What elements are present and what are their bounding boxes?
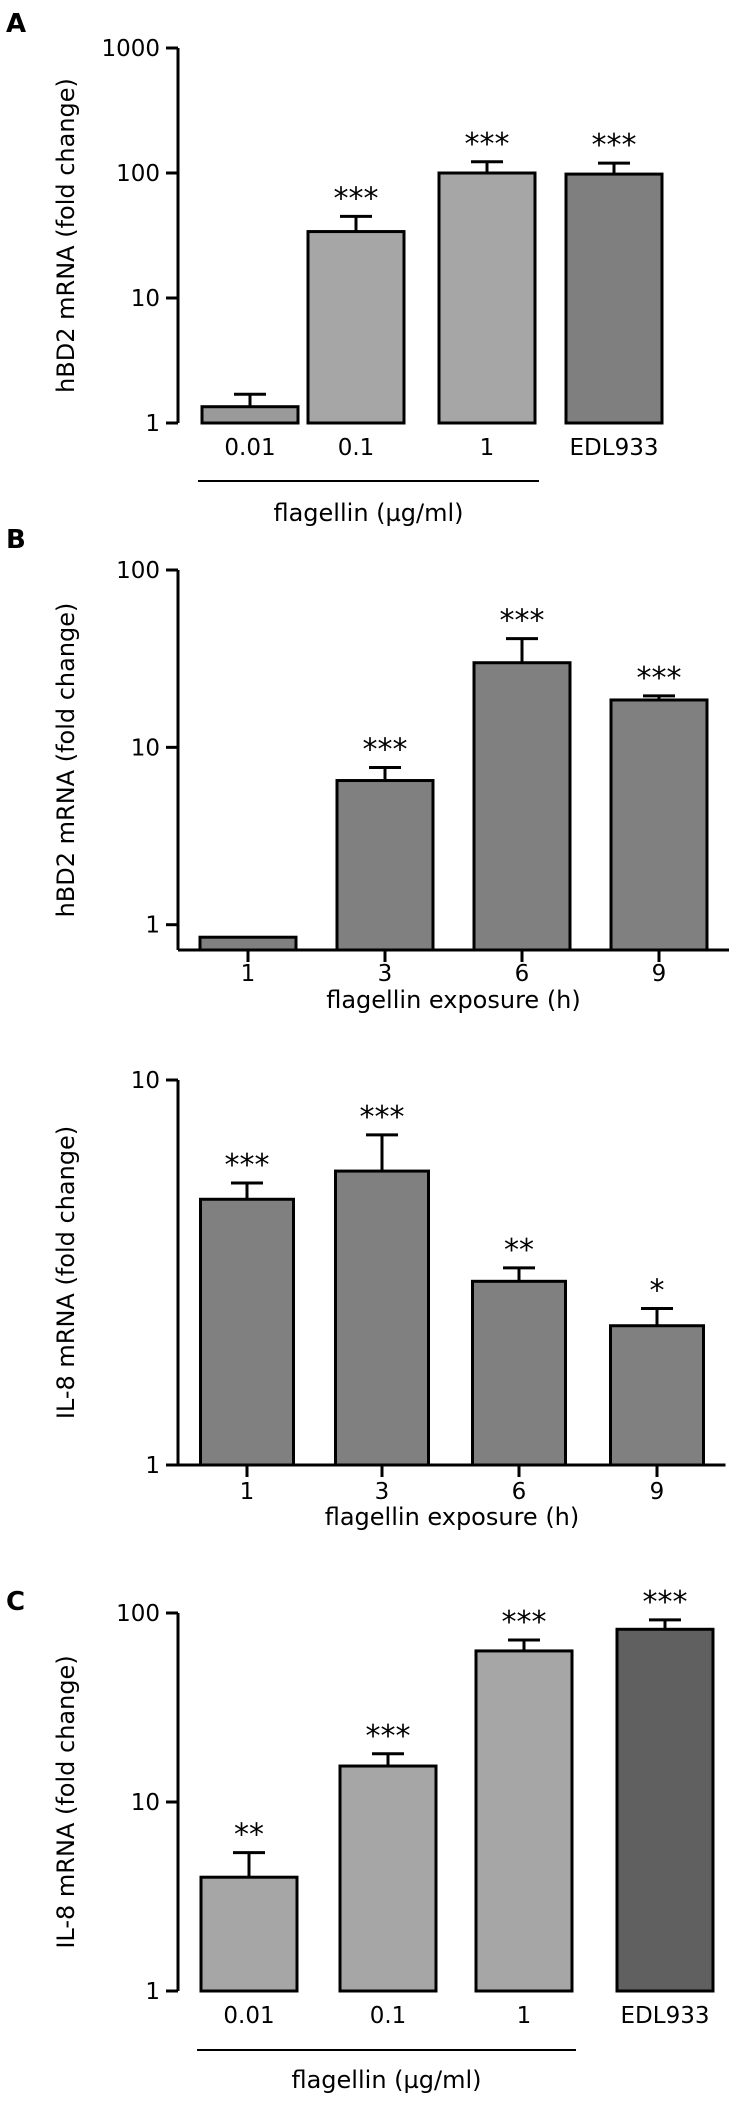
bar-a-1 — [306, 230, 406, 425]
bar-b-top-1 — [335, 779, 435, 952]
bar-b-bottom-1 — [334, 1169, 430, 1467]
y-tick-label-b-top-0: 1 — [145, 913, 160, 939]
y-tick-label-a-0: 1 — [145, 411, 160, 437]
y-tick-label-a-2: 100 — [116, 161, 160, 187]
x-tick-label-c-1: 0.1 — [370, 2003, 407, 2029]
significance-b-top-3: *** — [637, 661, 682, 696]
significance-b-top-2: *** — [500, 604, 545, 639]
x-tick-label-a-3: EDL933 — [570, 435, 659, 461]
y-axis-label-b-top: hBD2 mRNA (fold change) — [52, 603, 80, 918]
x-tick-label-c-0: 0.01 — [223, 2003, 274, 2029]
significance-a-3: *** — [592, 128, 637, 163]
y-tick-label-a-1: 10 — [131, 286, 160, 312]
x-tick-label-a-2: 1 — [480, 435, 495, 461]
bar-c-2 — [474, 1649, 574, 1993]
y-tick-label-c-0: 1 — [145, 1979, 160, 2005]
bar-b-bottom-0 — [199, 1197, 295, 1467]
x-axis-label-a: flagellin (µg/ml) — [273, 499, 463, 527]
x-tick-label-b-bottom-0: 1 — [240, 1479, 255, 1505]
y-tick-label-b-top-1: 10 — [131, 735, 160, 761]
x-axis-label-b-top: flagellin exposure (h) — [326, 986, 581, 1014]
bar-a-0 — [200, 405, 300, 425]
charts-group: 11010010000.01***0.1***1***EDL933flagell… — [52, 36, 729, 2094]
bar-b-top-3 — [609, 698, 709, 952]
significance-a-2: *** — [465, 127, 510, 162]
x-tick-label-b-top-3: 9 — [652, 961, 667, 987]
bar-b-top-0 — [198, 935, 298, 952]
significance-c-2: *** — [502, 1605, 547, 1640]
x-tick-label-b-top-1: 3 — [378, 961, 393, 987]
significance-c-3: *** — [643, 1585, 688, 1620]
y-axis-label-a: hBD2 mRNA (fold change) — [52, 78, 80, 393]
significance-b-bottom-3: * — [650, 1273, 665, 1308]
y-tick-label-a-3: 1000 — [101, 36, 160, 62]
y-tick-label-c-2: 100 — [116, 1601, 160, 1627]
y-tick-label-c-1: 10 — [131, 1790, 160, 1816]
y-tick-label-b-bottom-0: 1 — [145, 1453, 160, 1479]
panel-letter-a: A — [6, 9, 26, 39]
x-tick-label-c-3: EDL933 — [621, 2003, 710, 2029]
significance-b-top-1: *** — [363, 732, 408, 767]
y-axis-label-c: IL-8 mRNA (fold change) — [52, 1655, 80, 1948]
bar-b-bottom-3 — [609, 1324, 705, 1467]
x-tick-label-c-2: 1 — [517, 2003, 532, 2029]
panel-letter-c: C — [6, 1587, 25, 1617]
x-tick-label-b-bottom-2: 6 — [512, 1479, 527, 1505]
y-tick-label-b-top-2: 100 — [116, 558, 160, 584]
x-tick-label-b-top-2: 6 — [515, 961, 530, 987]
x-tick-label-b-top-0: 1 — [241, 961, 256, 987]
y-axis-label-b-bottom: IL-8 mRNA (fold change) — [52, 1126, 80, 1419]
x-tick-label-a-1: 0.1 — [338, 435, 375, 461]
x-tick-label-b-bottom-1: 3 — [375, 1479, 390, 1505]
x-axis-label-c: flagellin (µg/ml) — [291, 2066, 481, 2094]
bar-a-3 — [564, 172, 664, 425]
bar-b-bottom-2 — [471, 1279, 567, 1467]
bar-b-top-2 — [472, 661, 572, 952]
bar-c-1 — [338, 1764, 438, 1993]
x-axis-label-b-bottom: flagellin exposure (h) — [325, 1503, 580, 1531]
bar-a-2 — [437, 171, 537, 425]
y-tick-label-b-bottom-1: 10 — [131, 1068, 160, 1094]
significance-a-1: *** — [334, 181, 379, 216]
x-tick-label-a-0: 0.01 — [224, 435, 275, 461]
significance-b-bottom-0: *** — [225, 1148, 270, 1183]
bar-c-3 — [615, 1627, 715, 1993]
significance-b-bottom-2: ** — [504, 1233, 534, 1268]
significance-b-bottom-1: *** — [360, 1100, 405, 1135]
panel-letter-b: B — [6, 525, 26, 555]
significance-c-1: *** — [366, 1719, 411, 1754]
significance-c-0: ** — [234, 1818, 264, 1853]
x-tick-label-b-bottom-3: 9 — [650, 1479, 665, 1505]
bar-c-0 — [199, 1875, 299, 1993]
